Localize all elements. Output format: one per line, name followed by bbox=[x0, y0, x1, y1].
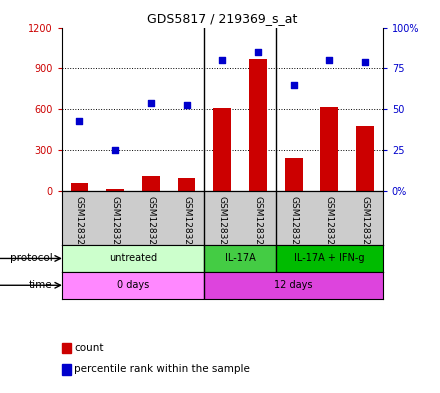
Text: GSM1283274: GSM1283274 bbox=[75, 196, 84, 256]
Bar bbox=[213, 108, 231, 191]
Title: GDS5817 / 219369_s_at: GDS5817 / 219369_s_at bbox=[147, 12, 297, 25]
Text: untreated: untreated bbox=[109, 253, 157, 263]
Point bbox=[326, 57, 333, 63]
Text: 12 days: 12 days bbox=[274, 280, 313, 290]
Bar bbox=[276, 191, 312, 245]
Bar bbox=[169, 191, 204, 245]
Bar bbox=[249, 59, 267, 191]
Bar bbox=[204, 245, 276, 272]
Point bbox=[254, 49, 261, 55]
Bar bbox=[178, 178, 195, 191]
Bar bbox=[204, 272, 383, 299]
Bar bbox=[62, 272, 204, 299]
Text: GSM1283282: GSM1283282 bbox=[360, 196, 370, 256]
Text: time: time bbox=[29, 280, 53, 290]
Text: GSM1283281: GSM1283281 bbox=[325, 196, 334, 256]
Text: protocol: protocol bbox=[10, 253, 53, 263]
Text: 0 days: 0 days bbox=[117, 280, 149, 290]
Text: GSM1283277: GSM1283277 bbox=[182, 196, 191, 256]
Point bbox=[219, 57, 226, 63]
Bar bbox=[276, 245, 383, 272]
Bar bbox=[356, 126, 374, 191]
Bar bbox=[142, 176, 160, 191]
Text: GSM1283278: GSM1283278 bbox=[218, 196, 227, 256]
Point bbox=[361, 59, 368, 65]
Text: IL-17A: IL-17A bbox=[225, 253, 255, 263]
Text: GSM1283279: GSM1283279 bbox=[253, 196, 262, 256]
Bar bbox=[106, 189, 124, 191]
Text: GSM1283275: GSM1283275 bbox=[110, 196, 120, 256]
Point bbox=[290, 82, 297, 88]
Bar bbox=[347, 191, 383, 245]
Bar bbox=[285, 158, 303, 191]
Bar bbox=[97, 191, 133, 245]
Point bbox=[76, 118, 83, 124]
Bar bbox=[133, 191, 169, 245]
Text: percentile rank within the sample: percentile rank within the sample bbox=[74, 364, 250, 375]
Point bbox=[147, 100, 154, 106]
Text: count: count bbox=[74, 343, 103, 353]
Point bbox=[183, 101, 190, 108]
Bar bbox=[240, 191, 276, 245]
Bar bbox=[204, 191, 240, 245]
Point bbox=[112, 147, 119, 154]
Text: IL-17A + IFN-g: IL-17A + IFN-g bbox=[294, 253, 364, 263]
Bar bbox=[62, 191, 97, 245]
Text: GSM1283276: GSM1283276 bbox=[147, 196, 155, 256]
Bar bbox=[320, 107, 338, 191]
Bar bbox=[62, 245, 204, 272]
Text: GSM1283280: GSM1283280 bbox=[289, 196, 298, 256]
Bar bbox=[312, 191, 347, 245]
Bar bbox=[70, 182, 88, 191]
